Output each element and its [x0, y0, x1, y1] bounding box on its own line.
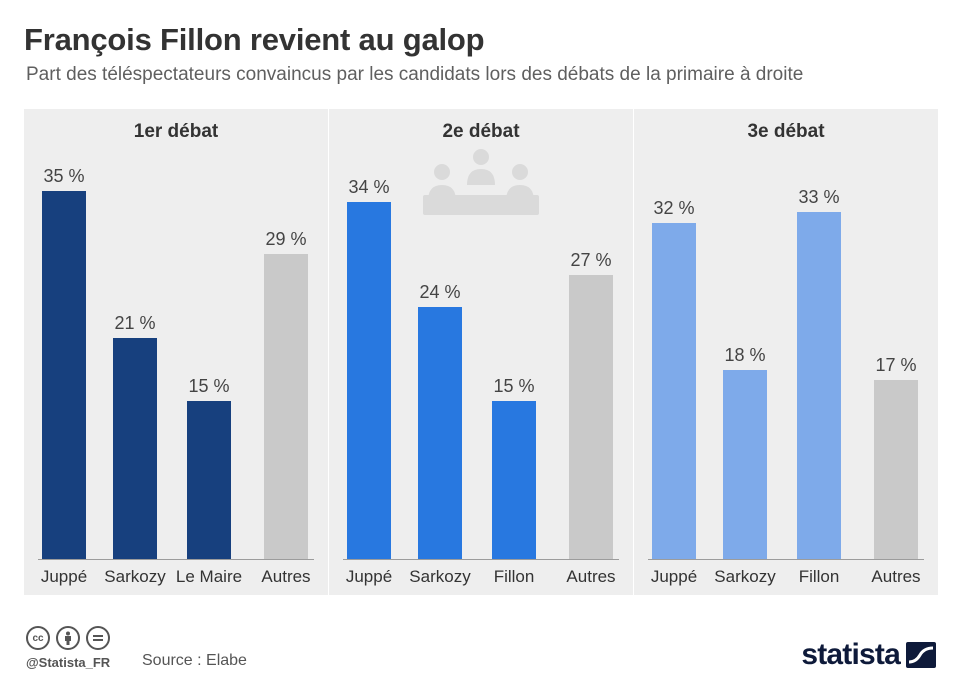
statista-logo: statista — [801, 638, 936, 672]
value-label-1-2: 15 % — [493, 376, 535, 397]
category-label-0-2: Le Maire — [175, 567, 243, 586]
category-label-2-2: Fillon — [798, 567, 840, 586]
bar-1-0 — [347, 201, 391, 559]
category-label-2-0: Juppé — [650, 567, 698, 586]
bar-2-1 — [723, 369, 767, 559]
value-label-1-3: 27 % — [570, 250, 612, 271]
category-label-1-0: Juppé — [345, 567, 393, 586]
logo-text: statista — [801, 638, 900, 671]
no-derivatives-icon — [86, 626, 110, 650]
debate-panel-1: 1er débat 35 % Juppé 21 % Sarkozy 15 % Le Mai… — [24, 109, 328, 595]
value-label-0-2: 15 % — [188, 376, 230, 397]
bar-1-1 — [418, 306, 462, 559]
value-label-2-0: 32 % — [653, 197, 695, 218]
value-label-0-0: 35 % — [43, 166, 85, 186]
debate-panel-2: 2e débat 34 % Juppé 24 % Sarkozy 15 % Fillon 2… — [329, 109, 633, 595]
category-label-0-0: Juppé — [40, 567, 88, 586]
bar-2-3 — [874, 380, 918, 559]
value-label-2-1: 18 % — [724, 344, 766, 365]
value-label-1-0: 34 % — [348, 176, 390, 197]
cc-icon: cc — [26, 626, 50, 650]
attribution-icon — [56, 626, 80, 650]
bar-2-0 — [652, 222, 696, 559]
category-label-2-1: Sarkozy — [714, 567, 776, 586]
x-axis-2 — [648, 559, 924, 560]
value-label-1-1: 24 % — [419, 281, 461, 302]
bar-0-1 — [113, 338, 157, 559]
category-label-1-3: Autres — [566, 567, 616, 586]
source-text: Source : Elabe — [142, 652, 247, 669]
category-label-2-3: Autres — [871, 567, 921, 586]
panel-title: 3e débat — [747, 121, 825, 142]
bar-0-2 — [187, 401, 231, 559]
bar-1-2 — [492, 401, 536, 559]
value-label-2-3: 17 % — [875, 355, 917, 376]
chart-title: François Fillon revient au galop — [24, 22, 485, 57]
bar-1-3 — [569, 275, 613, 559]
category-label-0-3: Autres — [261, 567, 311, 586]
x-axis-0 — [38, 559, 314, 560]
category-label-1-1: Sarkozy — [409, 567, 471, 586]
value-label-2-2: 33 % — [798, 187, 840, 208]
statista-logo-icon — [906, 642, 936, 668]
chart-subtitle: Part des téléspectateurs convaincus par … — [26, 64, 804, 85]
statista-handle: @Statista_FR — [26, 655, 111, 670]
bar-0-3 — [264, 254, 308, 559]
debate-people-icon — [423, 149, 539, 215]
bar-2-2 — [797, 212, 841, 559]
value-label-0-1: 21 % — [114, 313, 156, 334]
license-icons: cc — [26, 626, 110, 650]
x-axis-1 — [343, 559, 619, 560]
bar-0-0 — [42, 191, 86, 559]
category-label-1-2: Fillon — [493, 567, 535, 586]
debate-panel-3: 3e débat 32 % Juppé 18 % Sarkozy 33 % Fillon 1… — [634, 109, 938, 595]
panel-title: 2e débat — [442, 121, 520, 142]
panel-title: 1er débat — [133, 121, 219, 142]
category-label-0-1: Sarkozy — [104, 567, 166, 586]
value-label-0-3: 29 % — [265, 229, 307, 250]
